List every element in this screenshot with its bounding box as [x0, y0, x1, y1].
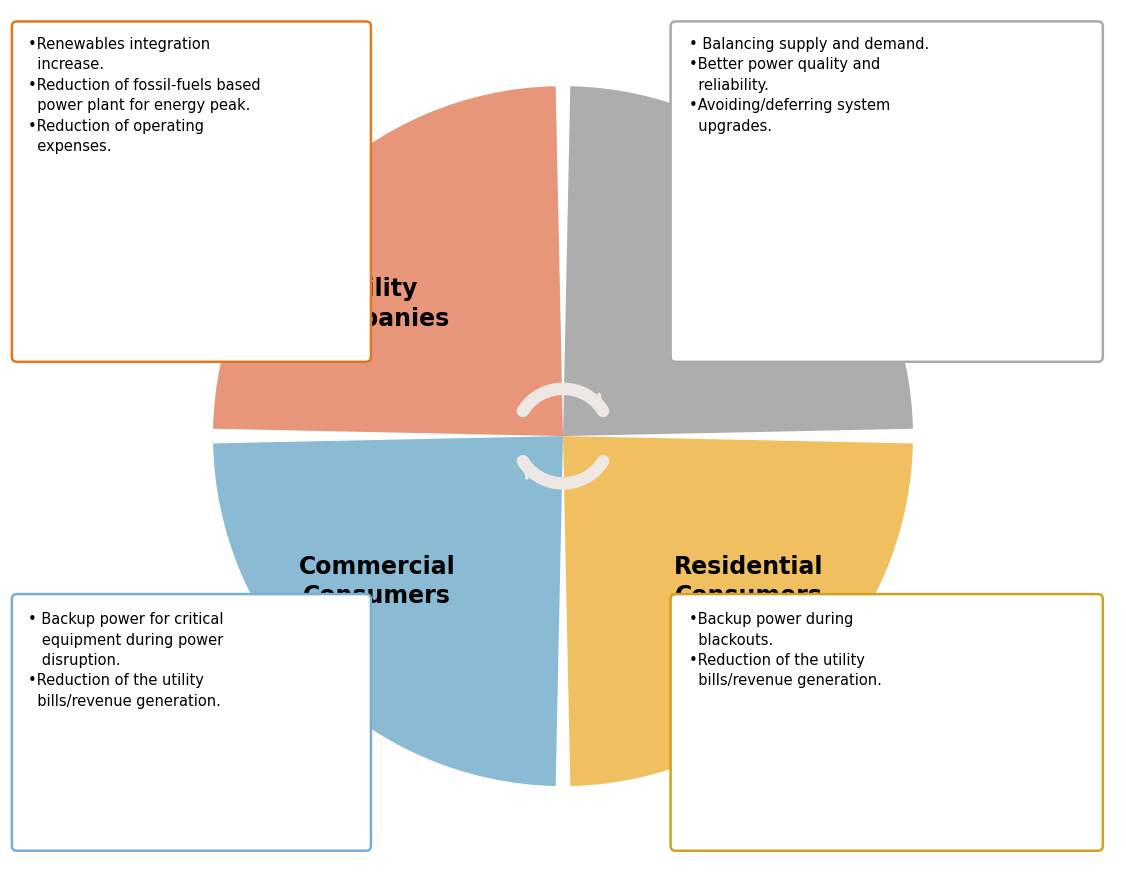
FancyBboxPatch shape: [671, 21, 1102, 362]
FancyBboxPatch shape: [12, 21, 370, 362]
FancyBboxPatch shape: [671, 594, 1102, 851]
Text: Commercial
Consumers: Commercial Consumers: [298, 555, 456, 608]
Text: Utility
Companies: Utility Companies: [304, 278, 450, 330]
Text: • Backup power for critical
   equipment during power
   disruption.
•Reduction : • Backup power for critical equipment du…: [28, 612, 224, 709]
Text: Residential
Consumers: Residential Consumers: [674, 555, 823, 608]
Text: •Renewables integration
  increase.
•Reduction of fossil-fuels based
  power pla: •Renewables integration increase. •Reduc…: [28, 37, 261, 154]
Wedge shape: [213, 86, 563, 436]
Wedge shape: [213, 436, 563, 786]
FancyBboxPatch shape: [12, 594, 370, 851]
Text: Grid
Operators: Grid Operators: [682, 278, 815, 330]
Text: • Balancing supply and demand.
•Better power quality and
  reliability.
•Avoidin: • Balancing supply and demand. •Better p…: [689, 37, 929, 134]
Wedge shape: [563, 86, 913, 436]
Wedge shape: [563, 436, 913, 786]
Text: •Backup power during
  blackouts.
•Reduction of the utility
  bills/revenue gene: •Backup power during blackouts. •Reducti…: [689, 612, 882, 688]
